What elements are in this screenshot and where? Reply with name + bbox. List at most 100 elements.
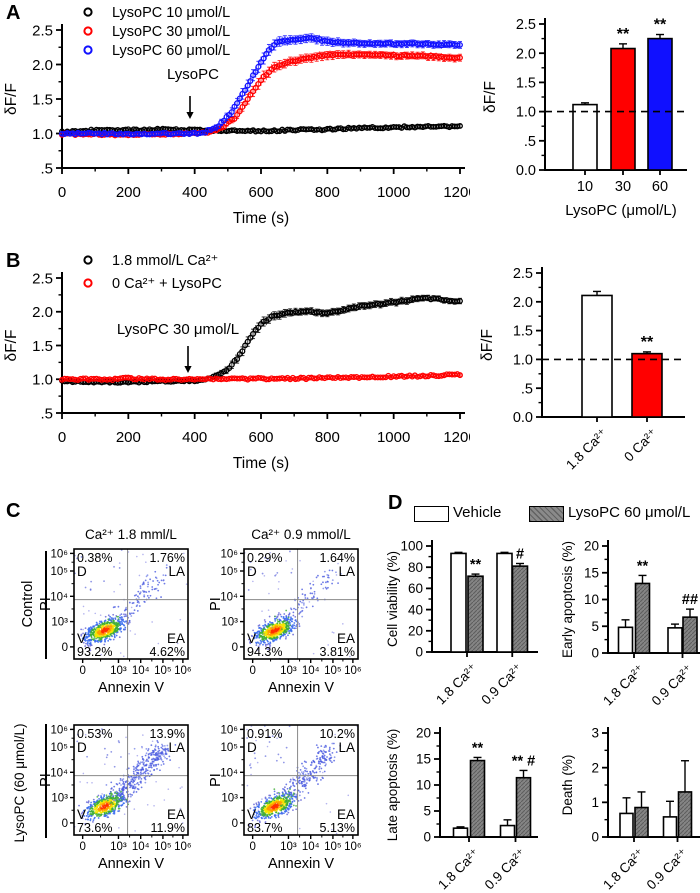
bar [619,812,634,838]
bar [634,582,651,654]
svg-text:1.0: 1.0 [516,105,536,121]
panel-label-a: A [6,2,21,24]
legend-label-vehicle: Vehicle [453,504,502,521]
legend-swatch-lysopc [529,506,564,522]
category-label: 0.9 Ca²⁺ [478,661,525,708]
legend-marker [83,7,93,17]
flow-x-label: Annexin V [268,856,334,872]
svg-text:1.5: 1.5 [513,324,533,340]
x-axis-label: Time (s) [233,210,289,227]
svg-text:10⁶: 10⁶ [50,548,68,560]
bar [515,776,532,838]
svg-text:1200: 1200 [443,429,470,446]
bar [450,552,467,653]
quadrant-letter-v: V [77,807,86,822]
svg-text:2.0: 2.0 [516,46,536,62]
y-axis-label: Cell viability (%) [385,551,400,647]
svg-text:10⁶: 10⁶ [220,548,238,560]
svg-text:.5: .5 [40,405,53,422]
legend-entry: 0 Ca²⁺ + LysoPC [112,276,222,292]
legend-marker [83,45,93,55]
category-label: 0 Ca²⁺ [621,426,660,465]
legend: LysoPC 10 μmol/L LysoPC 30 μmol/L LysoPC 6… [83,5,230,59]
quadrant-labels: 0.29% 1.64% D LA V94.3% EA3.81% [247,551,355,659]
svg-text:10⁴: 10⁴ [302,665,320,677]
category-label: 0.9 Ca²⁺ [482,846,529,893]
legend-marker [83,255,93,265]
svg-text:10³: 10³ [280,665,297,677]
quadrant-letter-d: D [247,564,257,579]
flow-title: Ca²⁺ 0.9 mmol/L [251,527,351,542]
panel-a-timecourse-chart: .5 1.0 1.5 2.0 2.5 0 200 400 600 800 1000 1200 Time … [3,5,470,227]
svg-text:200: 200 [116,429,141,446]
stim-annotation: LysoPC 30 μmol/L [117,321,239,338]
quadrant-letter-la: LA [168,740,185,755]
svg-text:0: 0 [58,184,66,201]
flow-y-label: PI [208,773,224,787]
series-points [59,294,463,386]
bars [572,33,673,171]
svg-text:.5: .5 [40,160,53,177]
quadrant-letter-v: V [77,631,86,646]
y-axis-label: δF/F [479,329,496,361]
flow-title: Ca²⁺ 1.8 mml/L [85,527,177,542]
legend-marker [83,278,93,288]
significance-label: ** # [512,753,535,769]
bar [511,565,529,653]
svg-text:400: 400 [182,429,207,446]
axes: .5 1.0 1.5 2.0 2.5 0 200 400 600 800 1000 1200 Time … [3,270,470,472]
quadrant-letter-la: LA [338,740,355,755]
legend-entry: 1.8 mmol/L Ca²⁺ [112,253,218,269]
category-label: 30 [615,179,631,195]
y-axis-label: δF/F [482,81,499,113]
significance-label: ** [641,334,654,351]
quadrant-letter-d: D [77,740,87,755]
quadrant-letter-ea: EA [167,807,185,822]
bar [467,575,484,653]
pct-early-apoptosis: 3.81% [320,645,355,659]
pct-dead: 0.91% [247,727,282,741]
svg-text:10⁵: 10⁵ [50,566,68,578]
bars [450,551,529,653]
svg-text:600: 600 [248,429,273,446]
bar [610,47,636,171]
quadrant-letter-v: V [247,807,256,822]
svg-text:0.0: 0.0 [513,410,533,426]
pct-early-apoptosis: 4.62% [150,645,185,659]
flow-x-label: Annexin V [268,680,334,696]
flow-plot-lysopc-1-8: 0.53% 13.9% D LA V73.6% EA11.9%10⁶10⁵10⁴10³00… [38,724,192,872]
bar [634,806,649,838]
svg-text:10⁵: 10⁵ [220,566,238,578]
quadrant-letter-d: D [77,564,87,579]
quadrant-labels: 0.38% 1.76% D LA V93.2% EA4.62% [77,551,185,659]
flow-row-bracket-control [45,551,47,659]
category-label: 1.8 Ca²⁺ [563,426,610,473]
quadrant-letter-ea: EA [167,631,185,646]
flow-row-label-lysopc: LysoPC (60 μmol/L) [12,723,27,843]
svg-text:10⁶: 10⁶ [344,665,362,677]
svg-text:0: 0 [249,665,255,677]
significance-label: ** [637,558,649,574]
category-label: 1.8 Ca²⁺ [433,661,480,708]
stim-annotation: LysoPC [167,66,219,83]
svg-text:800: 800 [315,184,340,201]
quadrant-letter-ea: EA [337,807,355,822]
category-label: 0.9 Ca²⁺ [644,846,691,893]
panel-label-c: C [6,500,21,522]
bar [499,824,516,838]
panel-label-b: B [6,250,21,272]
quadrant-letter-la: LA [168,564,185,579]
bar [496,552,513,653]
category-label: 0.9 Ca²⁺ [649,662,696,708]
legend-label-lysopc: LysoPC 60 μmol/L [568,504,691,521]
x-axis-label: Time (s) [233,455,289,472]
series-points [59,34,463,138]
svg-text:.5: .5 [524,134,536,150]
svg-text:2.0: 2.0 [32,304,53,321]
svg-text:1.5: 1.5 [32,338,53,355]
